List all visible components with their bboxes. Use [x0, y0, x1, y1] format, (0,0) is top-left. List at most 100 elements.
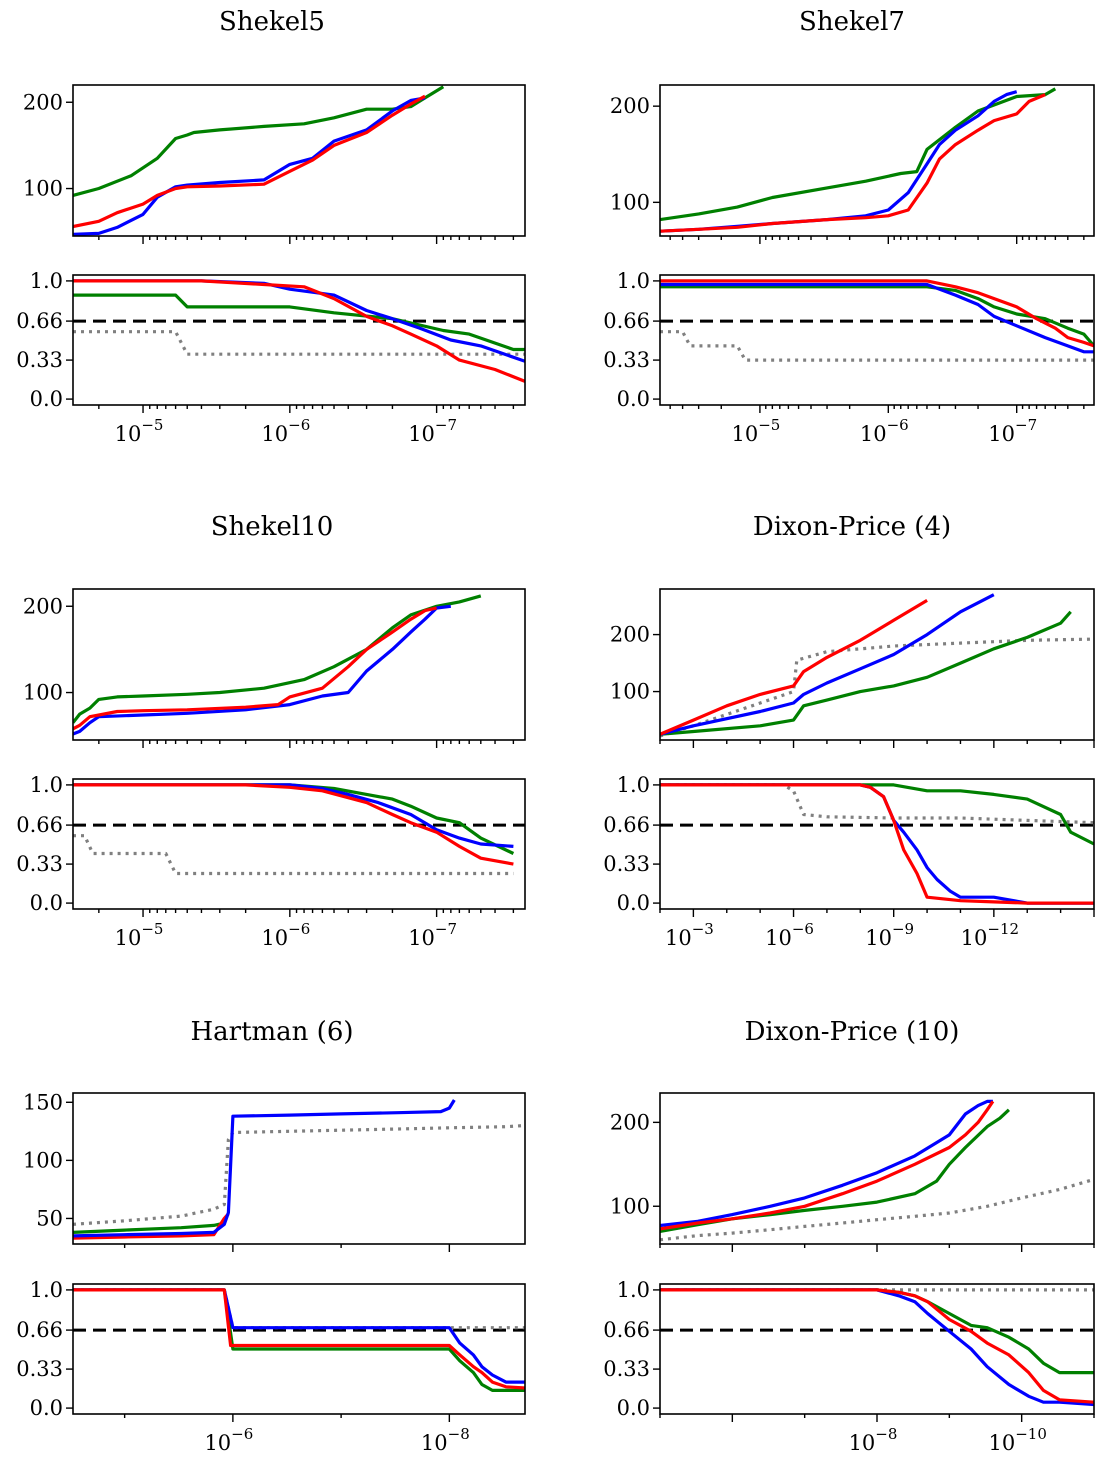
axes-frame: [72, 1283, 526, 1415]
bottom-panel: 0.00.330.661.010−8 10−10: [603, 1278, 1095, 1455]
axes-frame: [72, 274, 526, 406]
y-tick-label: 200: [610, 1110, 650, 1134]
axes-frame: [72, 588, 526, 741]
series-line-2: [660, 1099, 993, 1228]
y-tick-label: 1.0: [617, 773, 650, 797]
axes-frame: [72, 84, 526, 237]
series-line-3: [660, 1100, 995, 1231]
bottom-panel: 0.00.330.661.010−6 10−8: [16, 1278, 526, 1455]
x-tick-base: 10: [204, 1431, 231, 1455]
y-tick-label: 200: [610, 94, 650, 118]
chart-title: Shekel5: [219, 7, 325, 37]
y-tick-label: 200: [23, 594, 63, 618]
series-line-1: [73, 783, 515, 855]
series-line-3: [660, 279, 1094, 348]
x-tick-exponent: −12: [987, 920, 1019, 938]
x-tick-label: 10−12: [961, 920, 1019, 950]
x-tick-base: 10: [408, 422, 435, 446]
series-line-2: [73, 606, 437, 731]
x-tick-exponent: −7: [1015, 416, 1037, 434]
x-tick-base: 10: [115, 422, 142, 446]
bottom-panel: 0.00.330.661.010−5 10−6 10−7: [16, 773, 526, 950]
y-tick-label: 0.66: [16, 309, 63, 333]
y-tick-label: 100: [23, 1148, 63, 1172]
series-line-3: [73, 783, 514, 866]
series-line-0: [660, 637, 1094, 738]
top-panel: 50 100 150: [23, 1090, 526, 1252]
x-tick-exponent: −6: [231, 1425, 253, 1443]
y-tick-label: 0.33: [16, 348, 63, 372]
x-tick-base: 10: [261, 422, 288, 446]
x-tick-label: 10−10: [988, 1425, 1046, 1455]
x-tick-exponent: −5: [758, 416, 780, 434]
x-tick-label: 10−3: [665, 920, 714, 950]
y-tick-label: 100: [23, 177, 63, 201]
x-tick-label: 10−5: [115, 416, 164, 446]
x-tick-base: 10: [421, 1431, 448, 1455]
series-line-0: [660, 330, 1094, 362]
y-tick-label: 0.0: [30, 387, 63, 411]
x-tick-exponent: −8: [448, 1425, 470, 1443]
x-tick-base: 10: [731, 422, 758, 446]
y-tick-label: 1.0: [617, 269, 650, 293]
x-tick-exponent: −5: [141, 920, 163, 938]
x-tick-exponent: −6: [288, 416, 310, 434]
y-tick-label: 1.0: [30, 269, 63, 293]
x-tick-label: 10−7: [408, 920, 457, 950]
x-tick-base: 10: [860, 422, 887, 446]
y-tick-label: 100: [610, 1194, 650, 1218]
x-tick-base: 10: [988, 1431, 1015, 1455]
x-tick-base: 10: [865, 926, 892, 950]
x-tick-exponent: −6: [288, 920, 310, 938]
top-panel: 100 200: [23, 588, 526, 748]
y-tick-label: 0.33: [603, 852, 650, 876]
y-tick-label: 100: [610, 190, 650, 214]
y-tick-label: 0.66: [16, 1318, 63, 1342]
x-tick-base: 10: [765, 926, 792, 950]
axes-frame: [659, 778, 1095, 910]
series-line-3: [660, 783, 1094, 905]
y-tick-label: 0.66: [16, 813, 63, 837]
top-panel: 100 200: [610, 588, 1095, 748]
axes-frame: [72, 778, 526, 910]
series-line-0: [73, 1288, 525, 1330]
series-line-2: [660, 282, 1094, 354]
y-tick-label: 0.66: [603, 813, 650, 837]
series-line-1: [660, 783, 1094, 846]
x-tick-exponent: −9: [892, 920, 914, 938]
x-tick-base: 10: [408, 926, 435, 950]
series-line-3: [660, 599, 928, 736]
x-tick-base: 10: [988, 422, 1015, 446]
top-panel: 100 200: [610, 1092, 1095, 1252]
series-line-1: [73, 604, 451, 736]
x-tick-label: 10−8: [421, 1425, 470, 1455]
series-line-3: [660, 1288, 1094, 1404]
series-line-1: [660, 285, 1094, 347]
axes-frame: [659, 588, 1095, 741]
y-tick-label: 1.0: [30, 773, 63, 797]
chart-title: Dixon-Price (10): [745, 1017, 960, 1047]
x-tick-label: 10−6: [261, 416, 310, 446]
x-tick-exponent: −7: [435, 416, 457, 434]
x-tick-label: 10−6: [261, 920, 310, 950]
x-tick-label: 10−6: [204, 1425, 253, 1455]
axes-frame: [72, 1092, 526, 1245]
series-line-2: [660, 1288, 1094, 1407]
y-tick-label: 100: [610, 680, 650, 704]
y-tick-label: 200: [610, 623, 650, 647]
x-tick-base: 10: [261, 926, 288, 950]
x-tick-exponent: −6: [792, 920, 814, 938]
series-line-3: [73, 279, 525, 383]
x-tick-base: 10: [115, 926, 142, 950]
series-line-0: [73, 594, 482, 724]
x-tick-label: 10−6: [765, 920, 814, 950]
chart-5: Dixon-Price (10) 100 200 0.00.330.661.010−8…: [603, 1017, 1095, 1455]
y-tick-label: 0.33: [603, 1357, 650, 1381]
y-tick-label: 0.0: [30, 1396, 63, 1420]
y-tick-label: 0.33: [603, 348, 650, 372]
series-line-3: [73, 1288, 525, 1390]
bottom-panel: 0.00.330.661.010−5 10−6 10−7: [603, 269, 1095, 446]
chart-title: Hartman (6): [190, 1017, 353, 1047]
